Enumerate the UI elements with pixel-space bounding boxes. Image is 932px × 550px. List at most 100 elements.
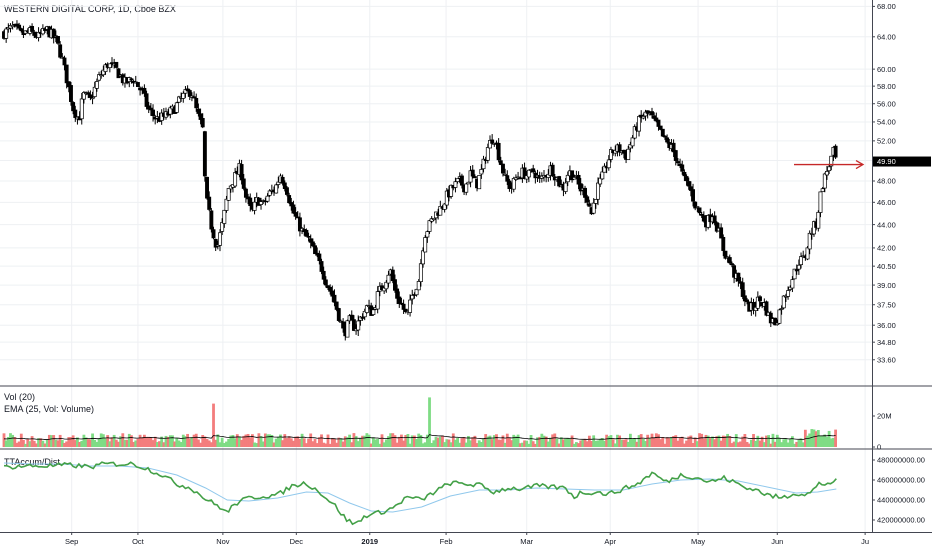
candle-body bbox=[196, 108, 201, 114]
volume-bar bbox=[825, 437, 829, 447]
volume-bar bbox=[672, 436, 675, 447]
candle-body bbox=[816, 211, 821, 229]
volume-bar bbox=[596, 440, 600, 447]
candle-body bbox=[103, 64, 108, 72]
candle-body bbox=[650, 111, 654, 116]
volume-bar bbox=[261, 441, 265, 447]
volume-bar bbox=[728, 436, 732, 447]
volume-bar bbox=[413, 435, 416, 447]
volume-bar bbox=[326, 434, 330, 447]
candle-body bbox=[630, 137, 635, 147]
volume-bar bbox=[417, 433, 421, 447]
volume-bar bbox=[6, 436, 10, 447]
candle-body bbox=[686, 181, 691, 187]
volume-bar bbox=[186, 433, 189, 447]
candle-body bbox=[524, 175, 529, 180]
volume-bar bbox=[782, 439, 786, 447]
volume-bar bbox=[419, 435, 423, 447]
volume-bar bbox=[149, 437, 153, 447]
volume-bar bbox=[467, 435, 470, 447]
candle-body bbox=[364, 305, 369, 313]
candle-body bbox=[181, 92, 186, 99]
volume-bar bbox=[687, 436, 691, 447]
volume-bar bbox=[199, 442, 202, 447]
volume-bar bbox=[579, 440, 583, 447]
volume-bar bbox=[713, 439, 717, 447]
volume-bar bbox=[553, 433, 557, 447]
volume-bar bbox=[646, 434, 650, 447]
indicator-tick-label: 420000000.00 bbox=[877, 516, 925, 525]
candle-body bbox=[151, 109, 155, 116]
candle-body bbox=[211, 229, 216, 239]
volume-bar bbox=[603, 440, 606, 447]
last-price-marker bbox=[873, 156, 931, 167]
time-tick-label: Apr bbox=[604, 537, 616, 546]
volume-bar bbox=[84, 437, 88, 447]
candle-body bbox=[511, 178, 516, 190]
candle-body bbox=[81, 92, 86, 100]
candle-body bbox=[449, 184, 454, 197]
volume-bar bbox=[700, 433, 704, 447]
time-tick-label: Ju bbox=[861, 537, 869, 546]
volume-bar bbox=[354, 436, 358, 447]
volume-bar bbox=[119, 436, 123, 447]
volume-tick-label: 0 bbox=[877, 443, 881, 452]
time-tick-label: Mar bbox=[520, 537, 533, 546]
volume-bar bbox=[56, 440, 60, 447]
volume-bar bbox=[292, 440, 295, 447]
volume-bar bbox=[775, 434, 779, 447]
candle-body bbox=[187, 90, 192, 97]
candle-body bbox=[99, 74, 104, 77]
candle-body bbox=[66, 81, 71, 88]
volume-bar bbox=[363, 435, 367, 447]
candle-body bbox=[336, 308, 341, 321]
volume-bar bbox=[65, 441, 69, 447]
volume-bar bbox=[378, 443, 382, 447]
candle-body bbox=[688, 186, 693, 191]
volume-bar bbox=[631, 438, 634, 447]
candle-body bbox=[431, 217, 436, 220]
ttaccum-ma-line bbox=[3, 462, 837, 513]
candle-body bbox=[712, 215, 717, 224]
price-tick-label: 56.00 bbox=[877, 99, 896, 108]
volume-bar bbox=[462, 437, 466, 447]
candle-body bbox=[116, 68, 121, 79]
candle-body bbox=[248, 197, 253, 207]
volume-bar bbox=[97, 438, 101, 447]
candle-body bbox=[563, 182, 568, 192]
volume-bar bbox=[117, 441, 120, 447]
time-tick-label: May bbox=[691, 537, 705, 546]
volume-bar bbox=[91, 433, 94, 447]
volume-bar bbox=[32, 440, 36, 447]
candle-body bbox=[293, 212, 298, 217]
volume-bar bbox=[680, 436, 684, 447]
volume-bar bbox=[575, 442, 578, 447]
candle-body bbox=[602, 165, 607, 173]
volume-bar bbox=[445, 439, 449, 447]
volume-bar bbox=[564, 438, 567, 447]
volume-bar bbox=[47, 434, 51, 447]
volume-bar bbox=[73, 440, 77, 447]
indicator-tick-label: 480000000.00 bbox=[877, 456, 925, 465]
volume-bar bbox=[227, 439, 231, 447]
volume-bar bbox=[581, 439, 585, 447]
volume-bar bbox=[752, 434, 755, 447]
candle-body bbox=[183, 89, 188, 94]
candle-body bbox=[304, 229, 309, 237]
price-tick-label: 44.00 bbox=[877, 220, 896, 229]
volume-bar bbox=[43, 443, 47, 447]
volume-bar bbox=[192, 434, 196, 447]
candle-body bbox=[781, 295, 786, 309]
volume-bar bbox=[104, 438, 107, 447]
volume-bar bbox=[743, 434, 747, 447]
candle-body bbox=[652, 115, 657, 119]
volume-bar bbox=[456, 437, 459, 447]
volume-bar bbox=[125, 439, 129, 447]
candle-body bbox=[721, 236, 726, 251]
volume-bar bbox=[620, 439, 624, 447]
volume-bar bbox=[432, 440, 436, 447]
candle-body bbox=[656, 119, 661, 127]
volume-bar bbox=[67, 437, 71, 447]
volume-bar bbox=[663, 443, 667, 447]
candle-body bbox=[362, 310, 367, 318]
